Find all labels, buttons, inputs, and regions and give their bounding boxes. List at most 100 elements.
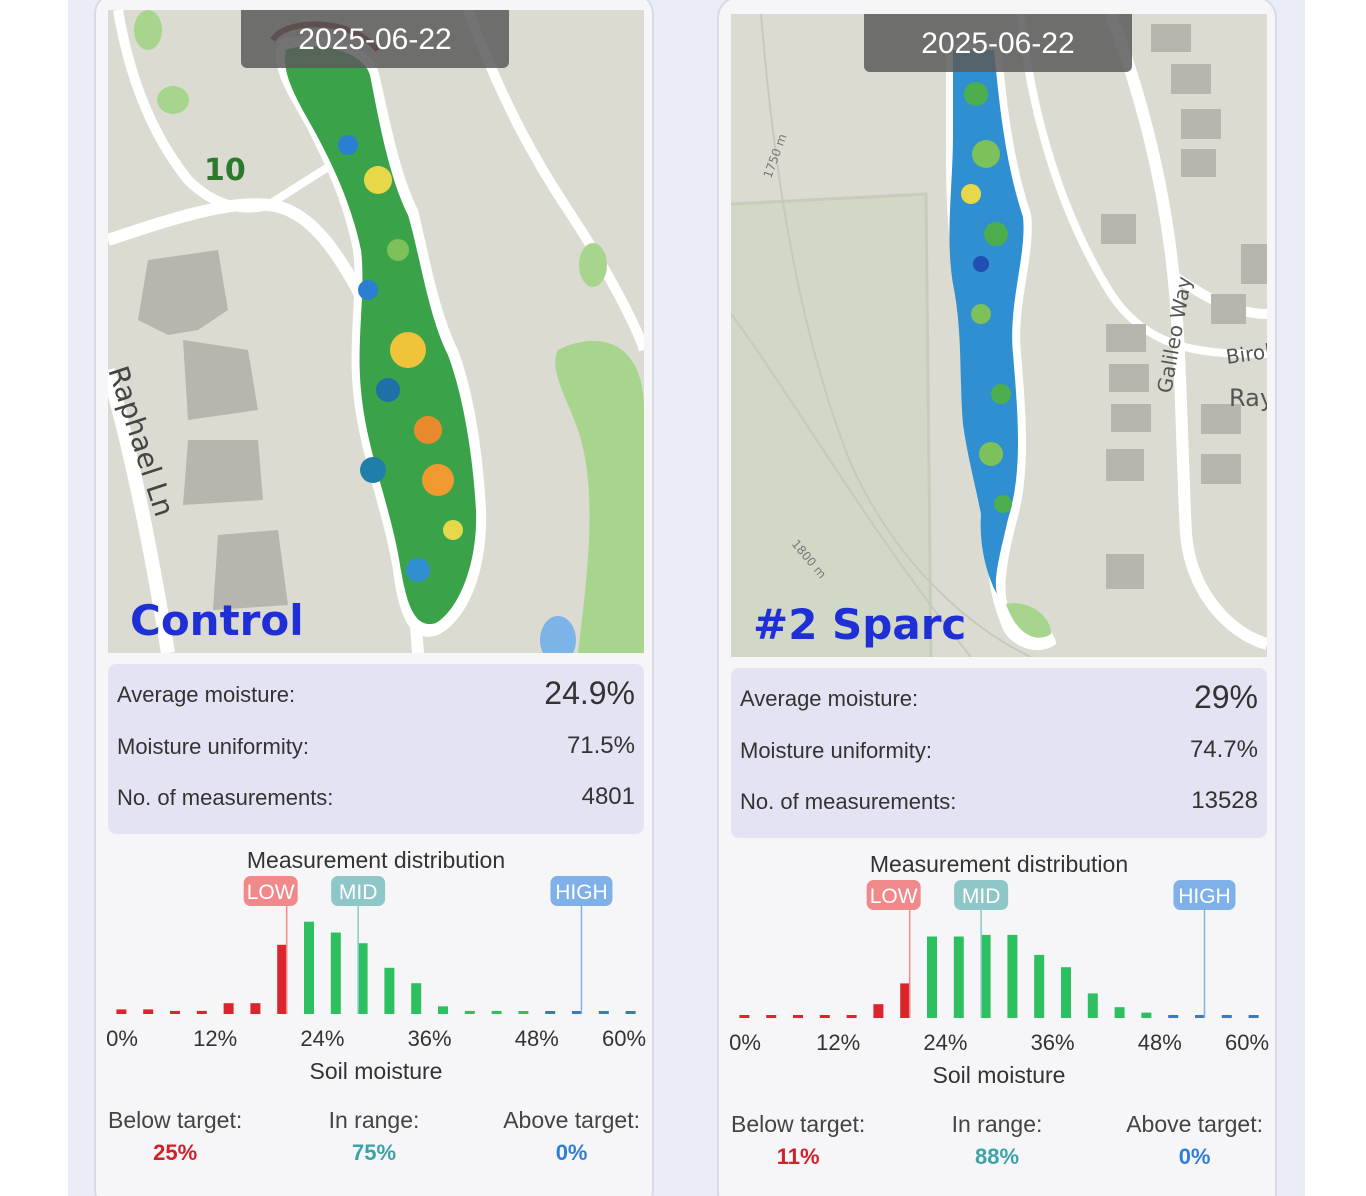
x-tick-label: 0% — [729, 1030, 761, 1055]
histogram-bar-above — [1221, 1015, 1232, 1018]
moisture-map-sparc[interactable]: Galileo Way Birol Ray 1750 m 1800 m 2025… — [731, 14, 1267, 657]
stat-label: Average moisture: — [117, 682, 296, 707]
stat-measurement-count: No. of measurements: 4801 — [117, 777, 635, 817]
x-axis-ticks: 0% 12% 24% 36% 48% 60% — [96, 1026, 656, 1056]
histogram-bar-below — [277, 944, 288, 1014]
stat-label: No. of measurements: — [740, 789, 957, 814]
histogram-bar-in — [1114, 1007, 1125, 1018]
marker-badge-high — [550, 876, 613, 906]
histogram-bar-below — [196, 1010, 207, 1014]
x-tick-label: 36% — [407, 1026, 452, 1051]
histogram-bar-below — [819, 1015, 830, 1018]
histogram-bar-above — [598, 1011, 609, 1014]
marker-label-high: HIGH — [1178, 885, 1231, 908]
stat-average-moisture: Average moisture: 24.9% — [117, 674, 635, 714]
stat-value: 74.7% — [1189, 736, 1258, 763]
map-canvas-sparc: Galileo Way Birol Ray 1750 m 1800 m — [731, 14, 1267, 657]
moisture-map-control[interactable]: 10 Raphael Ln 2025-06-22 Control — [108, 10, 644, 653]
distribution-title: Measurement distribution — [869, 851, 1129, 877]
x-tick-label: 48% — [1137, 1030, 1182, 1055]
histogram-bar-in — [1087, 993, 1098, 1018]
road-label-2: Birol — [1224, 339, 1267, 369]
x-tick-label: 48% — [514, 1026, 559, 1051]
panel-control: 10 Raphael Ln 2025-06-22 Control Average… — [94, 0, 654, 1196]
histogram-bar-above — [1195, 1015, 1205, 1018]
above-target-label: Above target: — [503, 1107, 640, 1133]
hole-number: 10 — [204, 153, 246, 188]
in-range-label: In range: — [328, 1107, 420, 1133]
stats-box: Average moisture: 24.9% Moisture uniform… — [108, 664, 644, 834]
stat-label: No. of measurements: — [117, 785, 334, 810]
histogram-bar-in — [464, 1010, 475, 1014]
histogram-bar-above — [625, 1011, 636, 1014]
distribution-title: Measurement distribution — [246, 847, 506, 873]
date-tab: 2025-06-22 — [864, 14, 1132, 72]
histogram-bar-below — [250, 1003, 261, 1014]
marker-label-mid: MID — [962, 885, 1001, 908]
road-label-3: Ray — [1229, 384, 1267, 412]
above-target: Above target: 0% — [503, 1107, 640, 1166]
x-tick-label: 24% — [923, 1030, 968, 1055]
below-target-value: 11% — [776, 1144, 820, 1169]
below-target-value: 25% — [153, 1140, 198, 1165]
histogram-bar-in — [330, 932, 341, 1014]
histogram-bar-in — [518, 1011, 529, 1014]
histogram-bar-in — [953, 936, 964, 1018]
histogram-bar-below — [900, 983, 911, 1018]
histogram-bar-above — [545, 1011, 556, 1014]
histogram-bar-above — [1248, 1015, 1259, 1018]
date-tab: 2025-06-22 — [241, 10, 509, 68]
histogram-bar-above — [572, 1011, 582, 1014]
below-target: Below target: 11% — [731, 1111, 865, 1170]
below-target: Below target: 25% — [108, 1107, 242, 1166]
above-target-value: 0% — [555, 1140, 588, 1165]
stat-value: 24.9% — [544, 675, 635, 711]
histogram-bar-in — [438, 1006, 448, 1014]
stat-value: 4801 — [581, 783, 635, 810]
stats-box: Average moisture: 29% Moisture uniformit… — [731, 668, 1267, 838]
marker-badge-mid — [954, 880, 1009, 910]
x-tick-label: 0% — [106, 1026, 138, 1051]
map-canvas-control: 10 Raphael Ln — [108, 10, 644, 653]
below-target-label: Below target: — [731, 1111, 866, 1137]
in-range-value: 88% — [974, 1144, 1020, 1169]
target-summary: Below target: 25% In range: 75% Above ta… — [108, 1107, 640, 1167]
histogram-bar-below — [223, 1003, 234, 1014]
histogram-bar-in — [1061, 967, 1071, 1018]
stat-moisture-uniformity: Moisture uniformity: 71.5% — [117, 726, 635, 766]
histogram-bar-in — [384, 967, 395, 1014]
marker-badge-low — [866, 880, 921, 910]
stat-measurement-count: No. of measurements: 13528 — [740, 781, 1258, 821]
histogram-bar-in — [1007, 934, 1018, 1018]
marker-badge-low — [243, 876, 298, 906]
x-tick-label: 60% — [601, 1026, 647, 1051]
target-summary: Below target: 11% In range: 88% Above ta… — [731, 1111, 1263, 1171]
x-tick-label: 12% — [193, 1026, 238, 1051]
histogram-bar-below — [793, 1015, 803, 1018]
marker-label-high: HIGH — [555, 881, 608, 904]
in-range-label: In range: — [951, 1111, 1043, 1137]
stat-value: 71.5% — [566, 732, 635, 759]
stat-value: 13528 — [1191, 787, 1258, 814]
plot-label: Control — [130, 596, 304, 645]
in-range: In range: 88% — [731, 1111, 1263, 1170]
above-target-label: Above target: — [1126, 1111, 1263, 1137]
stat-average-moisture: Average moisture: 29% — [740, 678, 1258, 718]
x-axis-ticks: 0% 12% 24% 36% 48% 60% — [719, 1030, 1279, 1060]
stat-moisture-uniformity: Moisture uniformity: 74.7% — [740, 730, 1258, 770]
histogram-bar-in — [357, 943, 368, 1014]
stat-label: Moisture uniformity: — [117, 734, 309, 759]
above-target-value: 0% — [1178, 1144, 1211, 1169]
x-axis-title: Soil moisture — [309, 1058, 443, 1084]
marker-label-low: LOW — [870, 885, 918, 908]
marker-badge-mid — [331, 876, 386, 906]
histogram-bar-below — [739, 1015, 750, 1018]
x-tick-label: 12% — [816, 1030, 861, 1055]
histogram-svg: LOW MID HIGH — [739, 880, 1259, 1018]
histogram-bar-in — [304, 921, 314, 1014]
stat-value: 29% — [1193, 679, 1258, 715]
histogram-bar-in — [1141, 1012, 1152, 1018]
stat-label: Average moisture: — [740, 686, 919, 711]
histogram-bar-in — [411, 983, 422, 1014]
histogram-svg: LOW MID HIGH — [116, 876, 636, 1014]
